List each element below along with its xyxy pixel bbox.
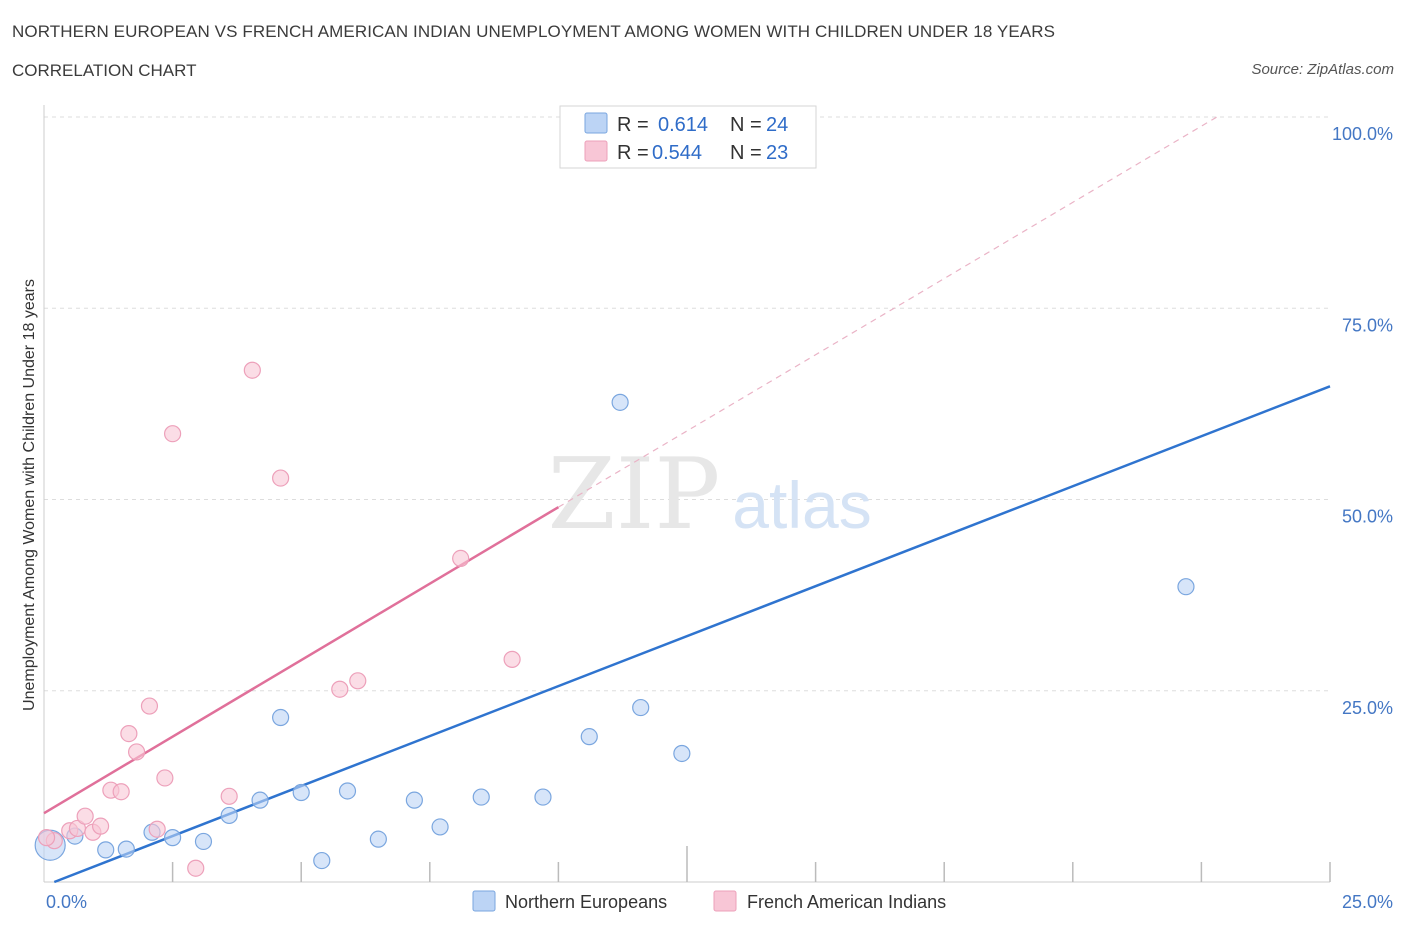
northern-europeans-point: [431, 818, 449, 836]
y-tick-label: 75.0%: [1342, 315, 1393, 335]
northern-europeans-point: [632, 698, 650, 717]
legend-pink-n-value: 23: [766, 142, 788, 164]
french-american-indians-point: [187, 859, 205, 877]
northern-europeans-point: [164, 829, 182, 847]
x-tick-label: 0.0%: [46, 892, 87, 912]
french-american-indians-point: [164, 425, 182, 443]
french-american-indians-point: [37, 829, 56, 847]
watermark: ZIP atlas: [548, 438, 872, 552]
french-american-indians-point: [272, 469, 290, 487]
series-legend: Northern Europeans French American India…: [472, 890, 946, 912]
northern-europeans-point: [117, 840, 135, 858]
y-tick-label: 100.0%: [1332, 124, 1393, 144]
chart-title: NORTHERN EUROPEAN VS FRENCH AMERICAN IND…: [12, 22, 1056, 41]
french-american-indians-point: [76, 807, 94, 825]
french-american-indians-point: [452, 549, 470, 568]
watermark-atlas: atlas: [732, 468, 871, 542]
french-american-indians-point: [127, 743, 146, 761]
correlation-legend: R = 0.614 N = 24 R = 0.544 N = 23: [559, 105, 817, 169]
legend-french-american-indians-label: French American Indians: [747, 892, 946, 912]
source-label: Source: ZipAtlas.com: [1251, 61, 1394, 78]
legend-pink-r-value: 0.544: [652, 142, 702, 164]
legend-blue-r-label: R =: [617, 114, 649, 136]
pink-trend-extension: [558, 116, 1218, 508]
legend-pink-n-label: N =: [730, 142, 762, 164]
northern-europeans-point: [220, 806, 238, 825]
northern-europeans-point: [251, 791, 269, 809]
northern-europeans-point: [369, 830, 387, 848]
x-tick-label: 25.0%: [1342, 892, 1393, 912]
french-american-indians-point: [156, 769, 174, 787]
axes: [43, 105, 1331, 883]
northern-europeans-point: [313, 851, 331, 870]
french-american-indians-point: [331, 680, 349, 698]
y-tick-label: 50.0%: [1342, 507, 1393, 527]
french-american-indians-point: [91, 817, 110, 835]
northern-europeans-point: [338, 782, 357, 800]
northern-europeans-point: [534, 788, 552, 806]
legend-pink-r-label: R =: [617, 142, 649, 164]
french-american-indians-point: [148, 820, 166, 838]
french-american-indians-point: [120, 724, 138, 743]
french-american-indians-point: [140, 697, 159, 715]
northern-europeans-point: [272, 708, 290, 727]
data-points: [34, 108, 1195, 877]
legend-blue-r-value: 0.614: [658, 114, 708, 136]
y-tick-label: 25.0%: [1342, 698, 1393, 718]
french-american-indians-point: [243, 361, 261, 379]
legend-blue-n-label: N =: [730, 114, 762, 136]
french-american-indians-point: [503, 650, 521, 668]
french-american-indians-point: [349, 672, 367, 690]
tick-labels: 25.0% 50.0% 75.0% 100.0% 0.0% 25.0%: [46, 124, 1393, 912]
legend-french-american-indians-swatch: [713, 890, 737, 912]
grid-lines: [44, 116, 1330, 692]
legend-northern-europeans-swatch: [472, 890, 496, 912]
northern-europeans-point: [292, 783, 310, 802]
northern-europeans-point: [405, 791, 423, 809]
northern-europeans-point: [580, 728, 598, 746]
french-american-indians-point: [220, 787, 238, 805]
chart-subtitle: CORRELATION CHART: [12, 61, 197, 80]
northern-europeans-point: [97, 841, 115, 859]
y-axis-label: Unemployment Among Women with Children U…: [21, 279, 38, 711]
northern-europeans-point: [673, 744, 691, 763]
legend-pink-swatch: [584, 140, 608, 162]
northern-europeans-point: [194, 832, 213, 851]
legend-blue-n-value: 24: [766, 114, 788, 136]
legend-northern-europeans-label: Northern Europeans: [505, 892, 667, 912]
northern-europeans-point: [1177, 578, 1195, 596]
northern-europeans-point: [611, 393, 629, 411]
watermark-zip: ZIP: [548, 438, 721, 552]
northern-europeans-point: [472, 788, 490, 806]
pink-trend-line: [43, 506, 560, 815]
french-american-indians-point: [112, 783, 130, 801]
legend-blue-swatch: [584, 112, 608, 134]
